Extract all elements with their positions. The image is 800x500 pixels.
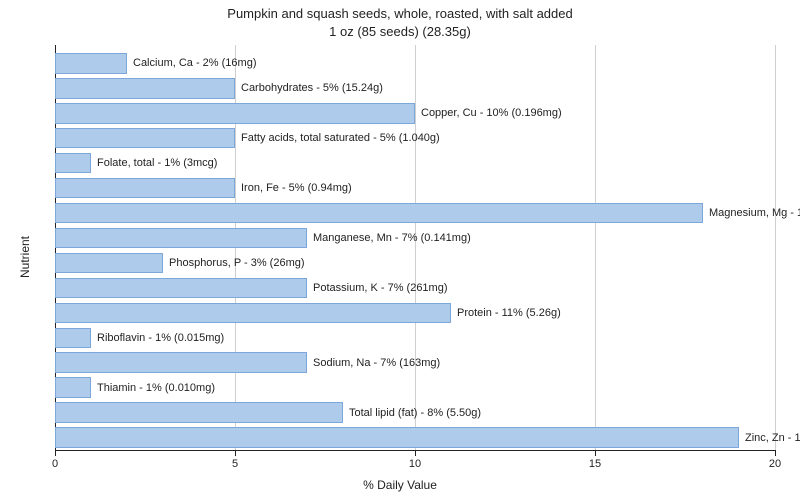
- bar-label: Fatty acids, total saturated - 5% (1.040…: [241, 132, 440, 144]
- bar: [55, 377, 91, 397]
- bar-label: Calcium, Ca - 2% (16mg): [133, 57, 256, 69]
- x-tick-label: 5: [232, 458, 238, 470]
- plot-area: 05101520Calcium, Ca - 2% (16mg)Carbohydr…: [55, 45, 775, 450]
- x-axis: [55, 450, 775, 451]
- bar-label: Potassium, K - 7% (261mg): [313, 282, 448, 294]
- x-tick-label: 0: [52, 458, 58, 470]
- gridline: [775, 45, 776, 450]
- bar: [55, 78, 235, 98]
- bar: [55, 203, 703, 223]
- x-tick-label: 20: [769, 458, 781, 470]
- x-tick-label: 10: [409, 458, 421, 470]
- bar: [55, 103, 415, 123]
- gridline: [595, 45, 596, 450]
- bar-label: Folate, total - 1% (3mcg): [97, 157, 217, 169]
- nutrient-chart: Pumpkin and squash seeds, whole, roasted…: [0, 0, 800, 500]
- bar: [55, 402, 343, 422]
- bar-label: Zinc, Zn - 19% (2.92mg): [745, 432, 800, 444]
- bar: [55, 352, 307, 372]
- bar: [55, 53, 127, 73]
- bar-label: Thiamin - 1% (0.010mg): [97, 382, 215, 394]
- bar-label: Protein - 11% (5.26g): [457, 307, 561, 319]
- bar-label: Carbohydrates - 5% (15.24g): [241, 82, 383, 94]
- x-tick-label: 15: [589, 458, 601, 470]
- bar: [55, 303, 451, 323]
- bar-label: Phosphorus, P - 3% (26mg): [169, 257, 305, 269]
- bar: [55, 427, 739, 447]
- bar: [55, 228, 307, 248]
- bar-label: Total lipid (fat) - 8% (5.50g): [349, 407, 481, 419]
- bar: [55, 153, 91, 173]
- bar: [55, 253, 163, 273]
- bar-label: Sodium, Na - 7% (163mg): [313, 357, 440, 369]
- bar: [55, 128, 235, 148]
- bar-label: Riboflavin - 1% (0.015mg): [97, 332, 224, 344]
- bar-label: Magnesium, Mg - 18% (74mg): [709, 207, 800, 219]
- bar: [55, 278, 307, 298]
- gridline: [415, 45, 416, 450]
- chart-title-line1: Pumpkin and squash seeds, whole, roasted…: [0, 6, 800, 21]
- bar-label: Copper, Cu - 10% (0.196mg): [421, 107, 562, 119]
- bar-label: Manganese, Mn - 7% (0.141mg): [313, 232, 471, 244]
- bar: [55, 178, 235, 198]
- y-axis-label: Nutrient: [18, 235, 32, 277]
- chart-title-line2: 1 oz (85 seeds) (28.35g): [0, 24, 800, 39]
- bar-label: Iron, Fe - 5% (0.94mg): [241, 182, 352, 194]
- x-axis-label: % Daily Value: [0, 478, 800, 492]
- bar: [55, 328, 91, 348]
